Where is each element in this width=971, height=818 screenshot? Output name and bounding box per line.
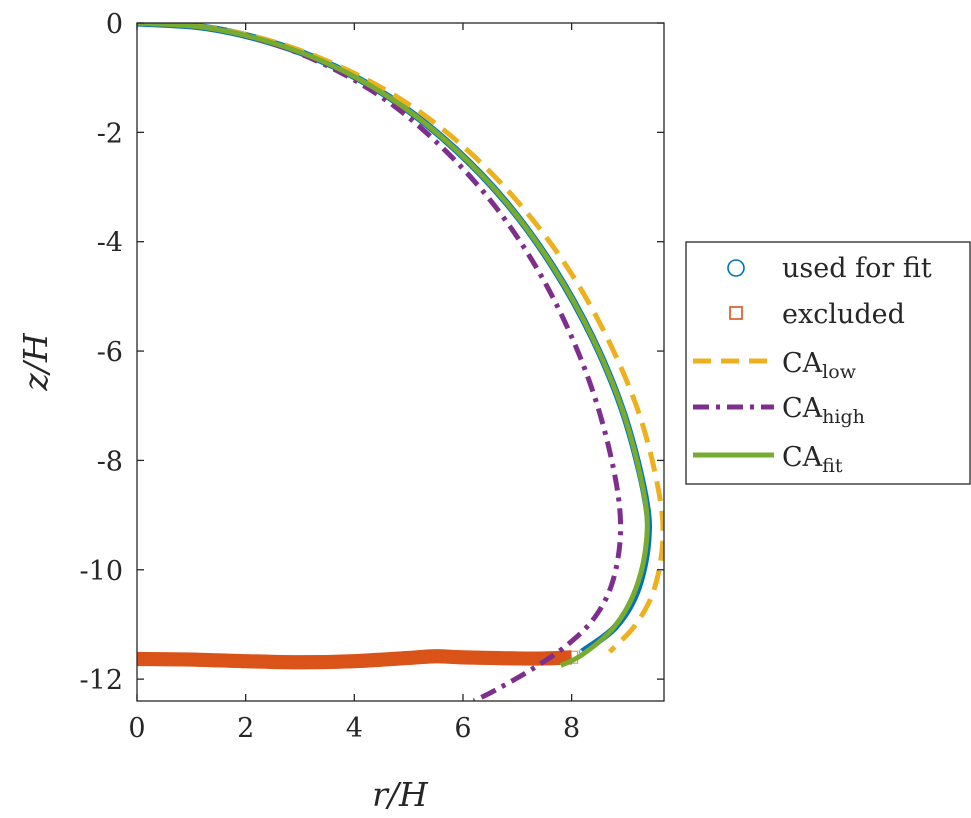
x-tick-label: 6 (454, 713, 471, 744)
series-ca-high (137, 23, 624, 701)
legend-label-ca-fit-main: CA (782, 442, 823, 473)
series-ca-fit (137, 23, 650, 668)
y-tick-label: -8 (97, 446, 123, 477)
series-excluded (137, 649, 579, 670)
legend-label-ca-low-sub: low (822, 361, 857, 383)
excluded-point (239, 654, 253, 668)
y-tick-label: 0 (106, 9, 123, 40)
data-layer (137, 23, 664, 701)
legend-label-excluded: excluded (782, 299, 905, 330)
plot-frame (136, 22, 665, 702)
excluded-point (402, 651, 416, 665)
excluded-point (510, 651, 524, 665)
y-axis-label: z/H (16, 332, 55, 392)
legend-label-ca-high-sub: high (822, 406, 865, 428)
excluded-point (429, 649, 443, 663)
x-tick-label: 4 (346, 713, 363, 744)
excluded-point (184, 652, 198, 667)
legend-label-ca-high: CAhigh (782, 393, 865, 428)
ticks-layer: 0 2 4 6 8 0 -2 -4 -6 -8 -10 -12 (80, 9, 664, 744)
x-tick-label: 2 (237, 713, 254, 744)
plot-area (137, 23, 664, 701)
x-tick-label: 0 (128, 713, 145, 744)
y-tick-label: -6 (97, 337, 123, 368)
legend-label-ca-low-main: CA (782, 348, 823, 379)
y-tick-label: -12 (80, 665, 123, 696)
y-tick-label: -2 (97, 118, 123, 149)
legend-label-ca-fit-sub: fit (822, 455, 843, 477)
plot-background (137, 23, 664, 701)
legend-label-ca-high-main: CA (782, 393, 823, 424)
excluded-point (293, 655, 307, 669)
legend-marker-used-for-fit (727, 259, 745, 277)
legend-label-ca-low: CAlow (782, 348, 857, 383)
excluded-point (456, 650, 470, 664)
excluded-point (347, 654, 361, 668)
x-axis-label: r/H (372, 775, 429, 814)
x-tick-label: 8 (563, 713, 580, 744)
legend-label-ca-fit: CAfit (782, 442, 843, 477)
excluded-point (137, 652, 144, 666)
y-tick-label: -4 (97, 228, 123, 259)
y-tick-label: -10 (80, 556, 123, 587)
legend: used for fit excluded CAlow CAhigh CAfit (685, 241, 971, 485)
legend-label-used-for-fit: used for fit (782, 253, 932, 284)
excluded-band-lower (137, 653, 572, 670)
legend-marker-excluded (729, 306, 743, 320)
